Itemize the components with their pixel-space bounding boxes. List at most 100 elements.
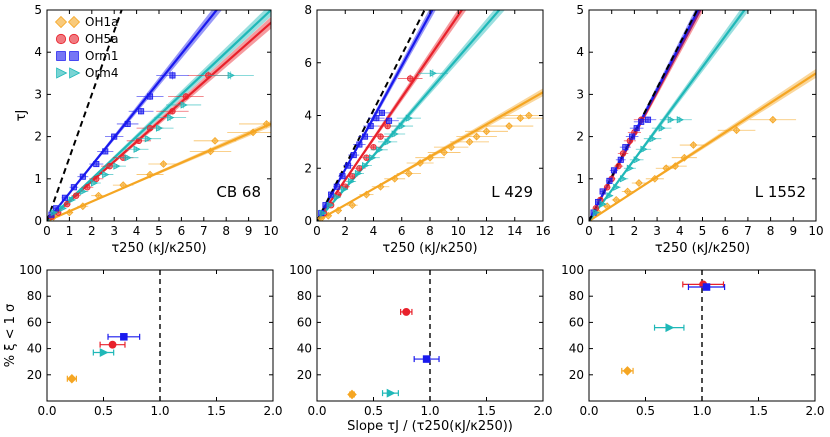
point-OH1a <box>622 366 633 376</box>
x-tick-label: 8 <box>222 224 230 238</box>
y-tick-label: 1 <box>576 172 584 186</box>
x-tick-label: 0.0 <box>579 404 598 418</box>
point-Orm4 <box>620 175 628 183</box>
panel-label: L 429 <box>491 183 533 201</box>
y-tick-label: 2 <box>576 130 584 144</box>
x-tick-label: 5 <box>155 224 163 238</box>
point-Orm4 <box>68 196 76 204</box>
point-Orm1 <box>610 167 618 174</box>
point-Orm1 <box>138 108 145 115</box>
y-tick-label: 60 <box>297 315 312 329</box>
y-tick-label: 20 <box>297 368 312 382</box>
point-Orm1 <box>629 133 636 140</box>
point-OH1a <box>689 141 698 149</box>
y-tick-label: 100 <box>19 263 42 277</box>
point-Orm1 <box>124 120 131 127</box>
point-OH1a <box>416 159 424 167</box>
legend-label-Orm4: Orm4 <box>85 66 119 80</box>
point-Orm1 <box>367 123 374 130</box>
fit-line-OH1a <box>47 122 271 221</box>
point-Orm1 <box>644 116 652 123</box>
legend-marker-OH5a <box>55 33 67 45</box>
panel-5: 0.0 0.5 1.0 1.5 2.0 20 40 60 80 100 Slope τJ / (τ2… <box>289 263 552 434</box>
point-Orm1 <box>52 205 59 212</box>
point-OH1a <box>347 389 357 400</box>
point-OH1a <box>211 136 219 145</box>
x-tick-label: 0.5 <box>636 404 655 418</box>
x-tick-label: 0 <box>313 224 321 238</box>
fit-band-OH5a <box>589 10 704 221</box>
fit-line-Orm1 <box>47 10 219 221</box>
point-Orm4 <box>333 193 341 201</box>
y-tick-label: 100 <box>289 263 312 277</box>
y-tick-label: 60 <box>27 315 42 329</box>
y-tick-label: 80 <box>569 289 584 303</box>
x-tick-label: 0.0 <box>307 404 326 418</box>
point-Orm1 <box>617 156 624 163</box>
x-tick-label: 16 <box>535 224 550 238</box>
point-Orm1 <box>378 109 386 116</box>
point-Orm4 <box>361 161 370 170</box>
y-tick-label: 2 <box>304 161 312 175</box>
point-OH1a <box>65 208 74 217</box>
point-OH5a <box>169 108 176 115</box>
fit-band-OH5a <box>317 10 467 221</box>
point-OH1a <box>505 122 513 130</box>
point-Orm4 <box>91 179 99 187</box>
point-Orm4 <box>99 348 109 357</box>
point-OH5a <box>615 162 622 170</box>
point-OH5a <box>72 192 80 199</box>
point-OH1a <box>404 169 413 178</box>
x-tick-label: 5 <box>699 224 707 238</box>
x-tick-label: 1.0 <box>420 404 439 418</box>
point-OH1a <box>516 114 525 123</box>
x-tick-label: 0.5 <box>94 404 113 418</box>
point-OH5a <box>402 307 411 316</box>
point-OH1a <box>376 182 385 191</box>
point-Orm1 <box>120 333 128 341</box>
point-Orm4 <box>376 146 384 154</box>
x-axis-label: τ250 (κJ/κ250) <box>655 241 750 256</box>
fit-band-OH5a <box>47 16 271 221</box>
x-tick-label: 1 <box>66 224 74 238</box>
point-Orm4 <box>102 170 110 179</box>
point-Orm4 <box>354 169 363 178</box>
x-tick-label: 1.0 <box>150 404 169 418</box>
point-Orm4 <box>144 135 152 143</box>
legend-label-OH1a: OH1a <box>85 15 118 29</box>
point-Orm4 <box>326 201 334 209</box>
point-OH1a <box>680 153 689 162</box>
x-tick-label: 4 <box>676 224 684 238</box>
point-Orm4 <box>592 208 601 217</box>
point-Orm4 <box>79 187 88 196</box>
point-OH1a <box>447 143 456 152</box>
point-OH1a <box>525 111 533 120</box>
y-tick-label: 40 <box>297 342 312 356</box>
y-tick-label: 0 <box>34 214 42 228</box>
x-tick-label: 9 <box>789 224 797 238</box>
point-OH1a <box>623 187 632 196</box>
point-Orm4 <box>167 113 175 122</box>
x-tick-label: 4 <box>133 224 141 238</box>
x-tick-label: 1.5 <box>749 404 768 418</box>
y-tick-label: 1 <box>34 172 42 186</box>
x-tick-label: 14 <box>507 224 522 238</box>
x-axis-label: τ250 (κJ/κ250) <box>382 241 477 256</box>
x-tick-label: 2.0 <box>805 404 824 418</box>
point-Orm1 <box>146 93 154 100</box>
x-tick-label: 3 <box>653 224 661 238</box>
point-OH1a <box>472 132 481 141</box>
fit-band-Orm1 <box>589 10 702 221</box>
point-Orm1 <box>102 148 109 155</box>
panel-label: L 1552 <box>755 183 806 201</box>
x-tick-label: 9 <box>245 224 253 238</box>
reference-line <box>317 10 426 221</box>
point-Orm4 <box>398 122 406 130</box>
x-tick-label: 0 <box>43 224 51 238</box>
point-OH5a <box>619 150 627 157</box>
point-Orm4 <box>613 183 621 191</box>
point-OH1a <box>465 138 474 146</box>
point-Orm4 <box>155 124 164 132</box>
point-OH1a <box>249 128 257 137</box>
